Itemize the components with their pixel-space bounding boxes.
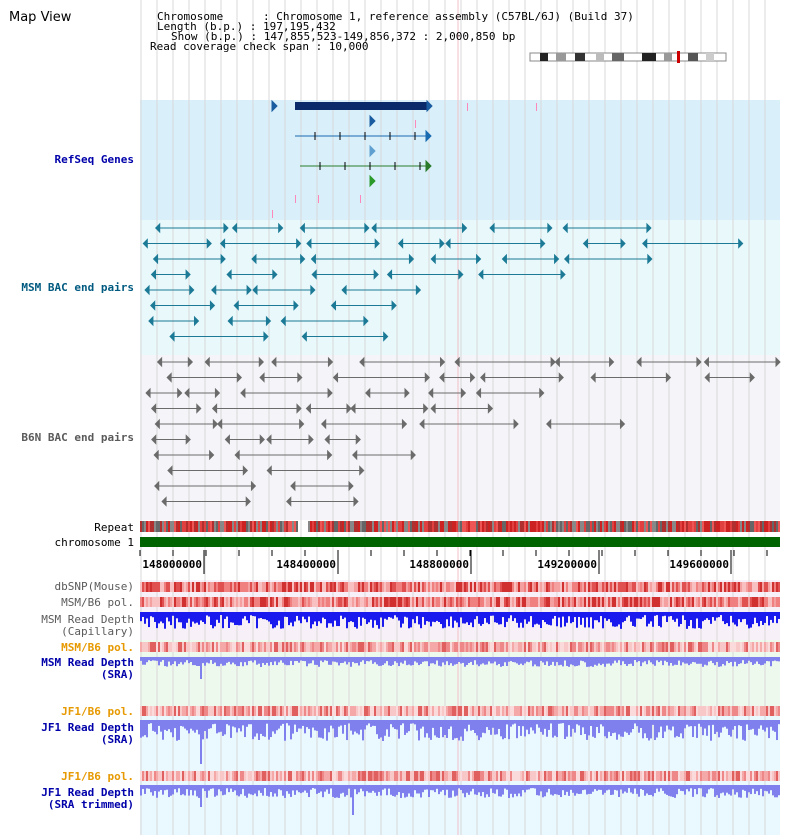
polymorphism-strips [140,582,780,781]
track-label-jf1-b6-pol: JF1/B6 pol. [61,705,134,718]
ruler-tick-label: 148400000 [276,558,336,571]
track-label-repeat: Repeat [94,521,134,534]
read-depth-tracks [140,612,780,815]
track-label-msm-depth-cap-sub: (Capillary) [61,625,134,638]
refseq-genes[interactable] [271,99,537,218]
b6n-bac-end-pairs[interactable] [145,356,781,507]
track-label-msm-b6-pol: MSM/B6 pol. [61,596,134,609]
track-label-jf1-b6-pol-2: JF1/B6 pol. [61,770,134,783]
track-label-msm-bac[interactable]: MSM BAC end pairs [21,281,134,294]
chromosome-bar [140,537,780,547]
ideogram-position-marker [677,51,680,63]
track-label-msm-b6-pol-2: MSM/B6 pol. [61,641,134,654]
track-label-msm-depth-sra-sub: (SRA) [100,668,134,681]
track-label-jf1-depth-sra: JF1 Read Depth [41,721,134,734]
ruler-tick-label: 148000000 [142,558,202,571]
page-title: Map View [9,10,72,25]
show-info: Show (b.p.) : 147,855,523-149,856,372 : … [171,30,516,43]
track-label-jf1-depth-trim: JF1 Read Depth [41,786,134,799]
chromosome-ideogram[interactable] [529,51,727,63]
track-label-chromosome: chromosome 1 [54,536,134,549]
track-label-dbsnp: dbSNP(Mouse) [54,580,134,593]
track-label-b6n-bac[interactable]: B6N BAC end pairs [21,431,134,444]
track-label-jf1-depth-sra-sub: (SRA) [100,733,134,746]
chromosome-info: Chromosome : Chromosome 1, reference ass… [157,10,634,23]
track-label-jf1-depth-trim-sub: (SRA trimmed) [47,798,134,811]
ruler-tick-label: 148800000 [409,558,469,571]
b6n-bac-track-bg [140,355,780,520]
repeat-track [140,521,780,532]
refseq-track-bg [140,100,780,220]
grid-lines [140,0,766,835]
msm-bac-end-pairs[interactable] [142,222,744,342]
track-label-refseq[interactable]: RefSeq Genes [54,153,134,166]
length-info: Length (b.p.) : 197,195,432 [157,20,336,33]
track-label-msm-depth-sra: MSM Read Depth [41,656,134,669]
coverage-info: Read coverage check span : 10,000 [150,40,369,53]
track-label-msm-depth-cap: MSM Read Depth [41,613,134,626]
ruler-tick-label: 149600000 [669,558,729,571]
msm-bac-track-bg [140,220,780,355]
position-ruler: 148000000 148400000 148800000 149200000 1496… [139,550,768,574]
ruler-tick-label: 149200000 [537,558,597,571]
